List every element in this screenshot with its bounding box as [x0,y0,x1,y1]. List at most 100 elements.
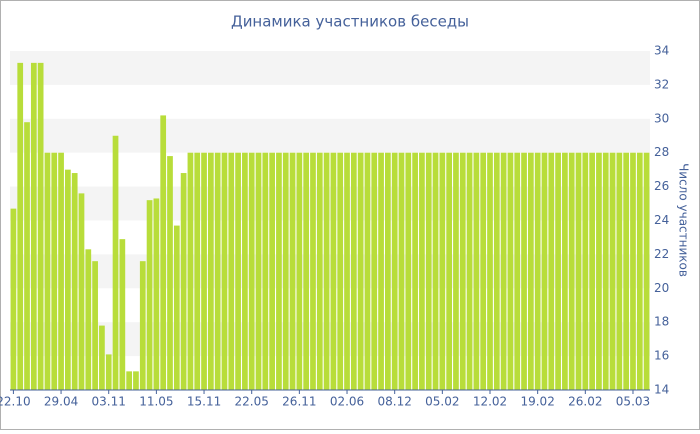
bar [378,152,384,390]
bar [596,152,602,390]
bar [269,152,275,390]
x-tick-label: 11.05 [139,395,173,409]
x-tick-label: 05.02 [425,395,459,409]
bar [255,152,262,390]
bar [371,152,378,390]
bar [425,152,432,390]
bar [167,156,173,390]
bar [105,354,112,390]
bar [602,152,609,390]
bar [398,152,405,390]
grid-band [10,51,650,85]
y-tick-label: 20 [654,281,669,295]
bar [555,152,561,390]
x-tick-label: 26.02 [568,395,602,409]
x-tick-label: 22.05 [235,395,269,409]
y-tick-label: 24 [654,213,669,227]
bar [616,152,623,390]
bar [44,152,51,390]
bar [92,261,98,390]
bar [262,152,269,390]
bar [207,152,214,390]
bar [187,152,194,390]
x-tick-label: 05.03 [616,395,650,409]
bar [391,152,398,390]
bar [521,152,527,390]
bar [78,193,85,390]
bar [17,62,24,391]
bar [364,152,371,390]
bar [630,152,636,390]
bar [37,62,44,391]
bar [160,115,167,390]
bar [575,152,582,390]
bar [126,371,133,390]
bar [65,169,71,390]
y-tick-label: 18 [654,315,669,329]
bar [419,152,425,390]
x-tick-label: 02.06 [330,395,364,409]
y-tick-label: 22 [654,247,669,261]
bar [201,152,207,390]
bar [432,152,439,390]
bar [548,152,555,390]
bar [289,152,296,390]
y-tick-label: 14 [654,383,669,397]
bar [636,152,643,390]
bar [146,200,153,390]
bar [568,152,575,390]
bar [133,371,139,390]
bar [214,152,221,390]
x-tick-label: 29.04 [44,395,78,409]
bar [139,261,146,390]
bar [412,152,418,390]
bar [439,152,446,390]
y-tick-label: 26 [654,179,669,193]
bar [221,152,228,390]
bar [623,152,630,390]
bar [453,152,459,390]
bar [310,152,316,390]
bar [282,152,289,390]
bar [153,198,160,390]
bar [514,152,521,390]
bar [609,152,616,390]
bar [405,152,412,390]
chart-title: Динамика участников беседы [231,13,469,31]
bar [500,152,507,390]
bar [228,152,235,390]
bar [58,152,64,390]
bar [385,152,391,390]
bar [446,152,453,390]
bar [99,325,105,390]
x-tick-label: 08.12 [378,395,412,409]
bar [337,152,344,390]
bar [180,173,187,390]
bar [582,152,589,390]
x-tick-label: 12.02 [473,395,507,409]
bar [330,152,337,390]
bar [194,152,201,390]
bar [51,152,58,390]
bar [30,62,37,391]
bar [527,152,534,390]
bar [643,152,650,390]
bar [10,208,17,390]
bar [248,152,255,390]
bar [303,152,310,390]
bar [296,152,303,390]
bar [466,152,473,390]
grid-band [10,118,650,153]
y-tick-label: 34 [654,44,669,58]
bar [541,152,548,390]
bar [323,152,330,390]
bar [589,152,595,390]
bar [480,152,487,390]
bar [242,152,248,390]
bar [350,152,357,390]
x-tick-label: 26.11 [282,395,316,409]
x-tick-label: 22.10 [0,395,31,409]
bar [473,152,480,390]
bar [534,152,541,390]
